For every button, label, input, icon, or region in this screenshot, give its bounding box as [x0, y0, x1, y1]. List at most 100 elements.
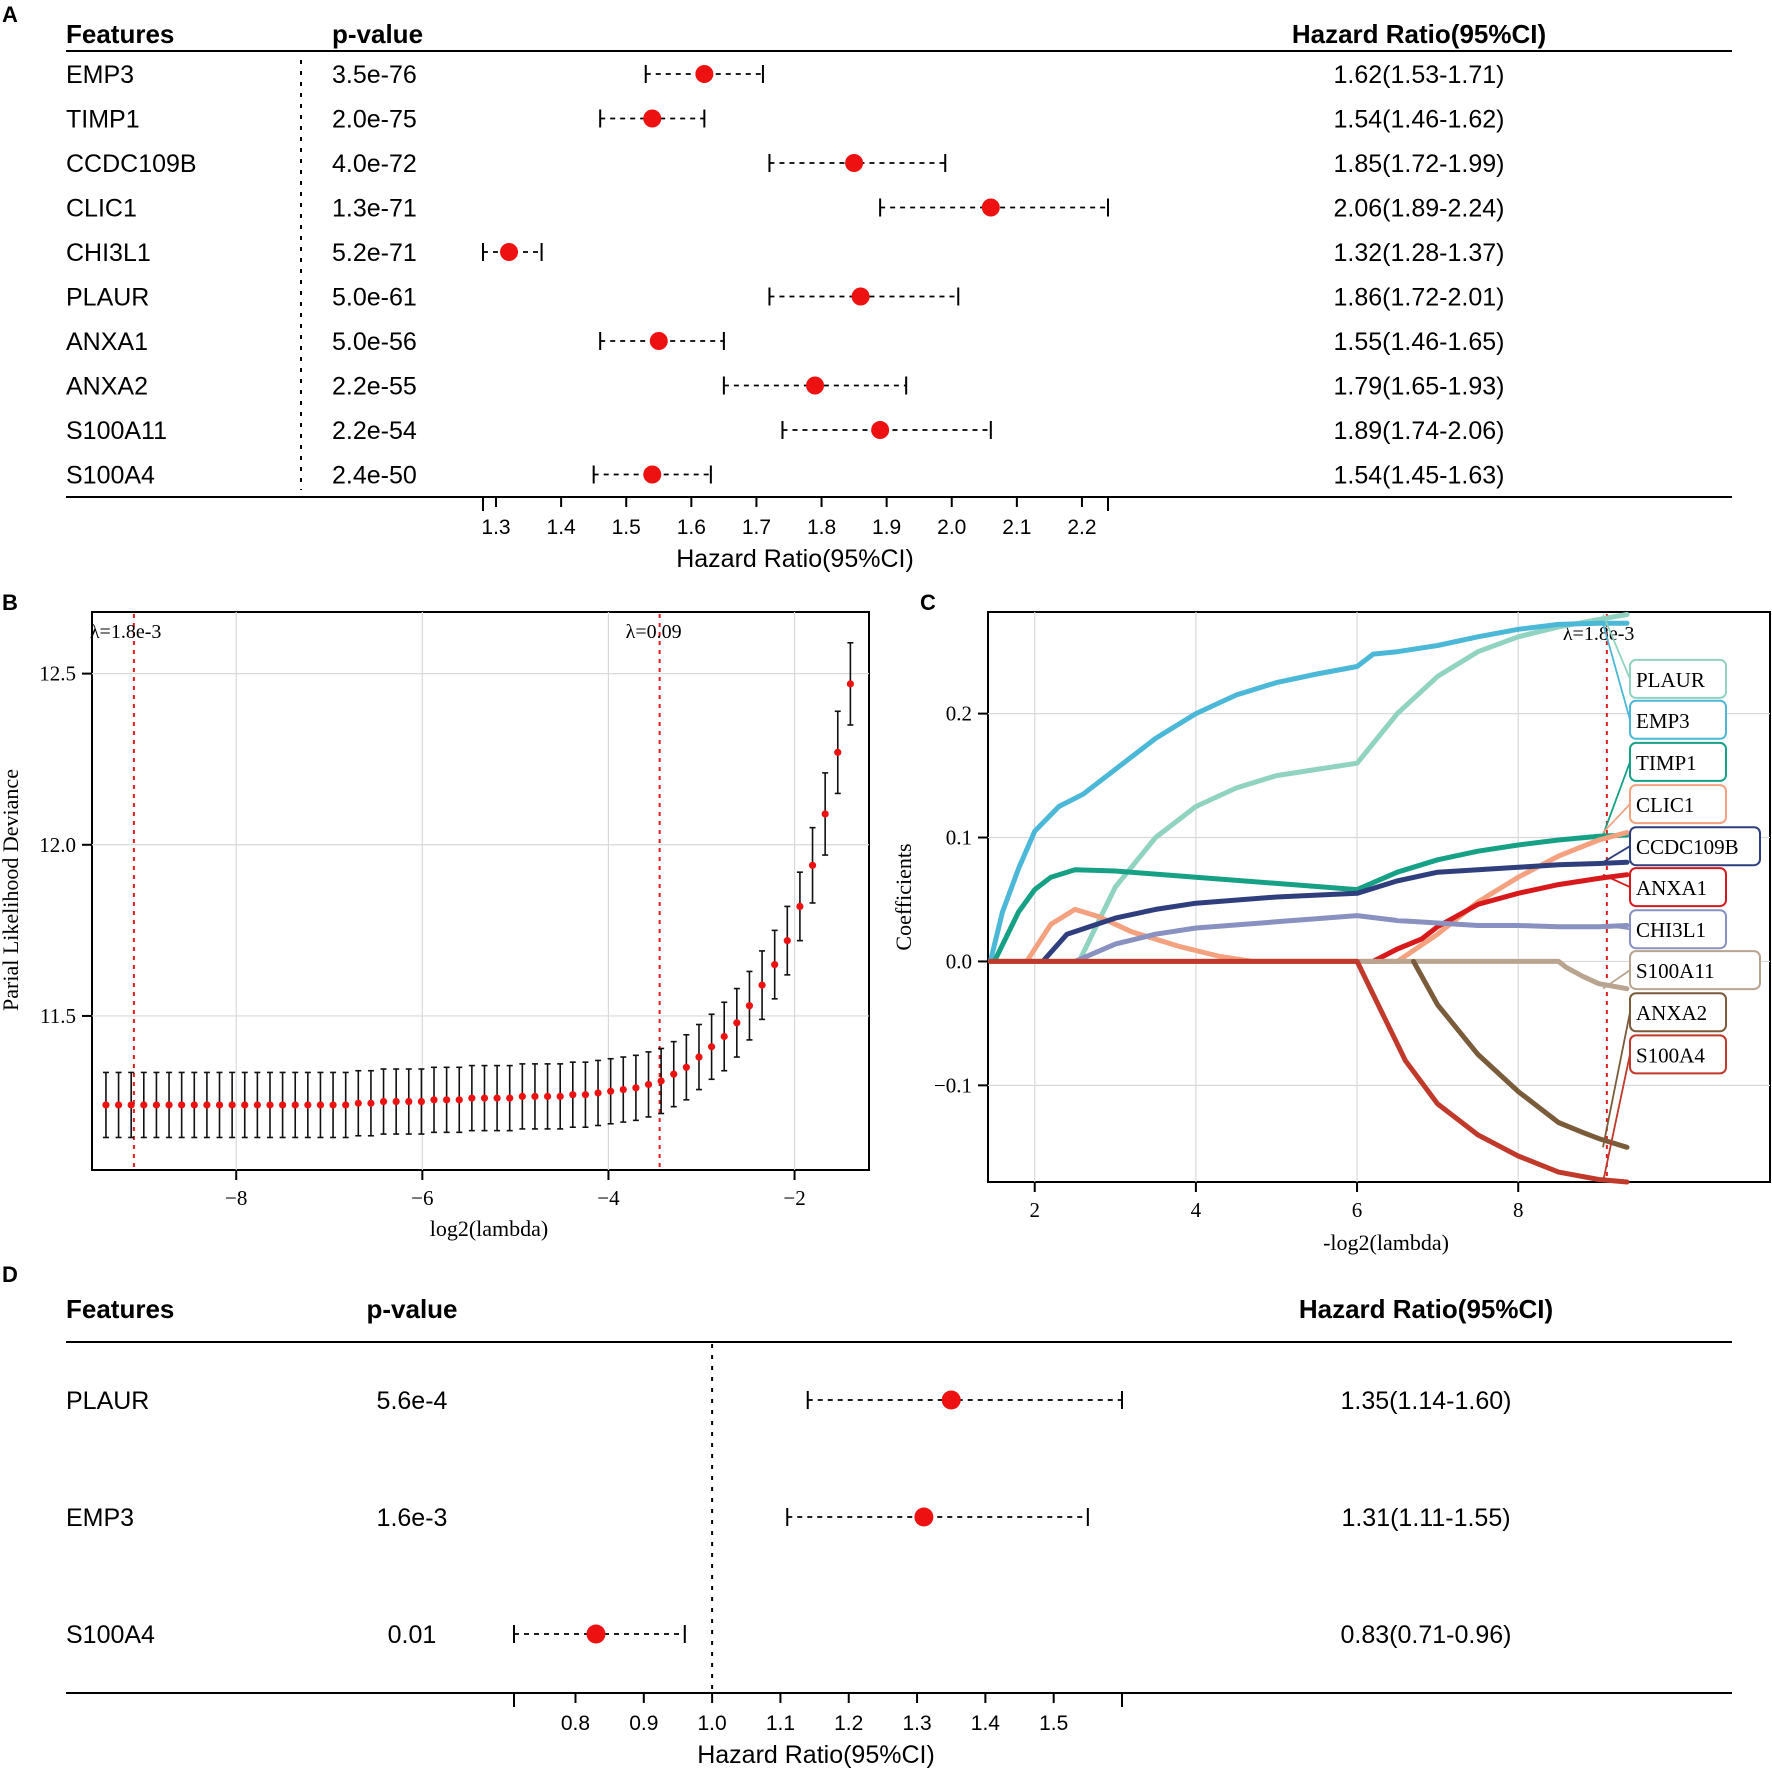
x-tick-label: 8: [1513, 1198, 1524, 1222]
deviance-point-group: [354, 1069, 362, 1137]
deviance-point: [670, 1070, 678, 1078]
series-label-box: [1629, 1034, 1727, 1075]
series-label: EMP3: [1602, 622, 1727, 740]
deviance-point: [834, 748, 842, 756]
deviance-point-group: [316, 1071, 325, 1139]
deviance-point: [468, 1094, 476, 1102]
series-label-box: [1629, 784, 1727, 825]
header-p-value: p-value: [332, 19, 423, 49]
deviance-point-group: [632, 1054, 640, 1122]
deviance-point-group: [291, 1071, 299, 1139]
forest-row: CHI3L1 5.2e-71 1.32(1.28-1.37): [66, 239, 1504, 267]
hazard-ratio-label: 1.89(1.74-2.06): [1334, 417, 1505, 445]
deviance-point-group: [695, 1023, 703, 1091]
series-label: TIMP1: [1602, 741, 1727, 836]
deviance-point: [607, 1087, 615, 1095]
deviance-point: [594, 1089, 602, 1097]
deviance-point: [152, 1101, 161, 1109]
forest-row: CLIC1 1.3e-71 2.06(1.89-2.24): [66, 195, 1504, 223]
hazard-ratio-point: [806, 376, 825, 395]
coefficient-path-chi3l1: [1072, 913, 1630, 964]
series-label: CCDC109B: [1602, 826, 1761, 867]
deviance-point: [758, 981, 766, 989]
hazard-ratio-label: 0.83(0.71-0.96): [1341, 1621, 1512, 1649]
y-tick-label: 12.5: [39, 662, 76, 686]
deviance-point: [632, 1084, 640, 1092]
deviance-point: [644, 1080, 653, 1089]
deviance-point: [808, 861, 817, 869]
p-value-label: 4.0e-72: [332, 150, 417, 178]
feature-label: TIMP1: [66, 106, 140, 134]
series-label: S100A11: [1602, 950, 1761, 991]
label-connector: [1602, 614, 1631, 680]
label-connector: [1602, 622, 1631, 721]
deviance-point-group: [707, 1013, 716, 1081]
coefficient-path-s100a4: [987, 958, 1630, 1185]
coefficient-path-anxa1: [1370, 872, 1630, 964]
header-hazard-ratio: Hazard Ratio(95%CI): [1292, 19, 1546, 49]
deviance-point-group: [581, 1061, 590, 1129]
p-value-label: 5.6e-4: [377, 1387, 448, 1415]
label-connector: [1602, 924, 1631, 931]
series-label-text: CLIC1: [1636, 793, 1694, 817]
x-tick-label: 1.6: [677, 516, 706, 539]
deviance-point-group: [342, 1071, 350, 1139]
x-tick-label: 1.4: [971, 1712, 1001, 1735]
deviance-point: [241, 1101, 249, 1109]
x-tick-label: 1.9: [872, 516, 901, 539]
deviance-point: [178, 1101, 186, 1109]
forest-row: ANXA2 2.2e-55 1.79(1.65-1.93): [66, 373, 1504, 401]
deviance-point: [506, 1094, 514, 1102]
forest-row: CCDC109B 4.0e-72 1.85(1.72-1.99): [66, 150, 1504, 178]
deviance-point: [127, 1101, 135, 1109]
feature-label: ANXA2: [66, 373, 148, 401]
deviance-point: [190, 1101, 198, 1109]
deviance-point-group: [657, 1047, 665, 1115]
y-axis-label: Coefficients: [891, 843, 916, 950]
deviance-point-group: [127, 1071, 135, 1139]
x-tick-label: 2.1: [1002, 516, 1031, 539]
deviance-point-group: [102, 1071, 110, 1139]
hazard-ratio-point: [586, 1624, 606, 1644]
feature-label: S100A4: [66, 1621, 155, 1649]
hazard-ratio-point: [695, 65, 714, 83]
x-axis-label: Hazard Ratio(95%CI): [697, 1741, 935, 1769]
lambda-label: λ=0.09: [626, 621, 682, 643]
deviance-point-group: [644, 1051, 653, 1118]
forest-row: S100A4 0.01 0.83(0.71-0.96): [66, 1621, 1511, 1649]
series-label-text: CCDC109B: [1636, 835, 1739, 859]
hazard-ratio-point: [851, 287, 870, 306]
deviance-point-group: [455, 1066, 463, 1134]
deviance-point-group: [808, 826, 817, 904]
x-tick-label: 4: [1191, 1198, 1202, 1222]
lambda-label: λ=1.8e-3: [1563, 623, 1635, 645]
deviance-point-group: [228, 1071, 236, 1139]
deviance-point-group: [241, 1071, 249, 1139]
p-value-label: 5.0e-56: [332, 328, 417, 356]
deviance-point: [379, 1097, 388, 1106]
deviance-point-group: [543, 1063, 552, 1130]
deviance-point-group: [796, 871, 804, 942]
hazard-ratio-point: [649, 332, 668, 350]
hazard-ratio-point: [643, 465, 662, 484]
x-tick-label: −2: [783, 1186, 805, 1210]
deviance-point-group: [367, 1069, 375, 1137]
deviance-point: [480, 1094, 489, 1102]
deviance-point: [140, 1101, 148, 1109]
x-tick-label: 2.2: [1067, 516, 1096, 539]
deviance-point-group: [430, 1066, 438, 1134]
deviance-point-group: [417, 1068, 425, 1135]
deviance-point-group: [405, 1068, 413, 1135]
deviance-point: [165, 1101, 173, 1109]
deviance-point-group: [518, 1063, 526, 1130]
x-tick-label: 0.9: [629, 1712, 658, 1735]
panel-d-forest-plot: Features p-value Hazard Ratio(95%CI) PLAUR 5…: [66, 1294, 1732, 1769]
deviance-point-group: [619, 1056, 627, 1123]
header-features: Features: [66, 19, 174, 49]
x-axis-label: -log2(lambda): [1323, 1230, 1449, 1255]
series-label: S100A4: [1602, 1034, 1727, 1183]
label-connector: [1602, 1012, 1631, 1148]
p-value-label: 1.3e-71: [332, 195, 417, 223]
deviance-point-group: [140, 1071, 148, 1139]
